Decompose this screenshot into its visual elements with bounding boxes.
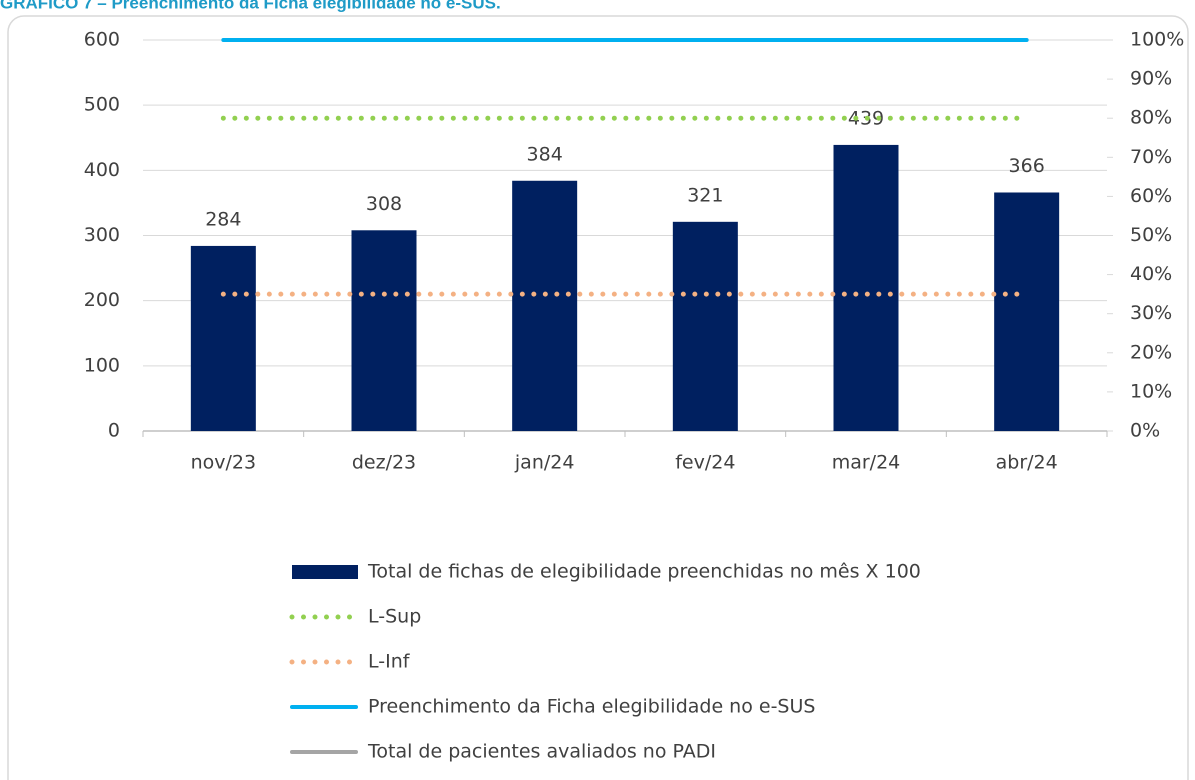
- data-label: 321: [687, 184, 723, 206]
- y-tick-label: 100: [84, 354, 120, 376]
- x-tick-label: fev/24: [675, 452, 735, 474]
- bar: [833, 144, 899, 431]
- bar: [994, 192, 1060, 431]
- data-label: 308: [366, 193, 402, 215]
- y2-tick-label: 100%: [1130, 29, 1184, 51]
- y2-tick-label: 80%: [1130, 107, 1172, 129]
- y-tick-label: 500: [84, 94, 120, 116]
- bar: [672, 221, 738, 431]
- x-tick-label: nov/23: [191, 452, 257, 474]
- x-tick-label: dez/23: [352, 452, 416, 474]
- y-tick-label: 400: [84, 159, 120, 181]
- data-label: 384: [527, 143, 563, 165]
- y-tick-label: 300: [84, 224, 120, 246]
- legend-label: Total de pacientes avaliados no PADI: [367, 741, 716, 763]
- x-tick-label: abr/24: [996, 452, 1058, 474]
- bar: [512, 180, 578, 431]
- y2-tick-label: 10%: [1130, 380, 1172, 402]
- chart-title: GRÁFICO 7 – Preenchimento da Ficha elegi…: [0, 0, 501, 12]
- y2-tick-label: 40%: [1130, 263, 1172, 285]
- y2-tick-label: 0%: [1130, 420, 1160, 442]
- y2-tick-label: 70%: [1130, 146, 1172, 168]
- y2-tick-label: 90%: [1130, 68, 1172, 90]
- legend-label: L-Sup: [368, 606, 421, 628]
- data-label: 366: [1009, 155, 1045, 177]
- y2-tick-label: 20%: [1130, 341, 1172, 363]
- y-tick-label: 0: [108, 420, 120, 442]
- legend-label: L-Inf: [368, 651, 411, 673]
- x-tick-label: mar/24: [832, 452, 901, 474]
- y-tick-label: 600: [84, 29, 120, 51]
- data-label: 284: [205, 208, 241, 230]
- y2-tick-label: 30%: [1130, 302, 1172, 324]
- legend-label: Preenchimento da Ficha elegibilidade no …: [368, 696, 815, 718]
- bar: [190, 245, 256, 431]
- legend-label: Total de fichas de elegibilidade preench…: [367, 561, 921, 583]
- x-tick-label: jan/24: [514, 452, 575, 474]
- y2-tick-label: 50%: [1130, 224, 1172, 246]
- y-tick-label: 200: [84, 289, 120, 311]
- legend-swatch: [292, 565, 358, 579]
- y2-tick-label: 60%: [1130, 185, 1172, 207]
- bar: [351, 230, 417, 431]
